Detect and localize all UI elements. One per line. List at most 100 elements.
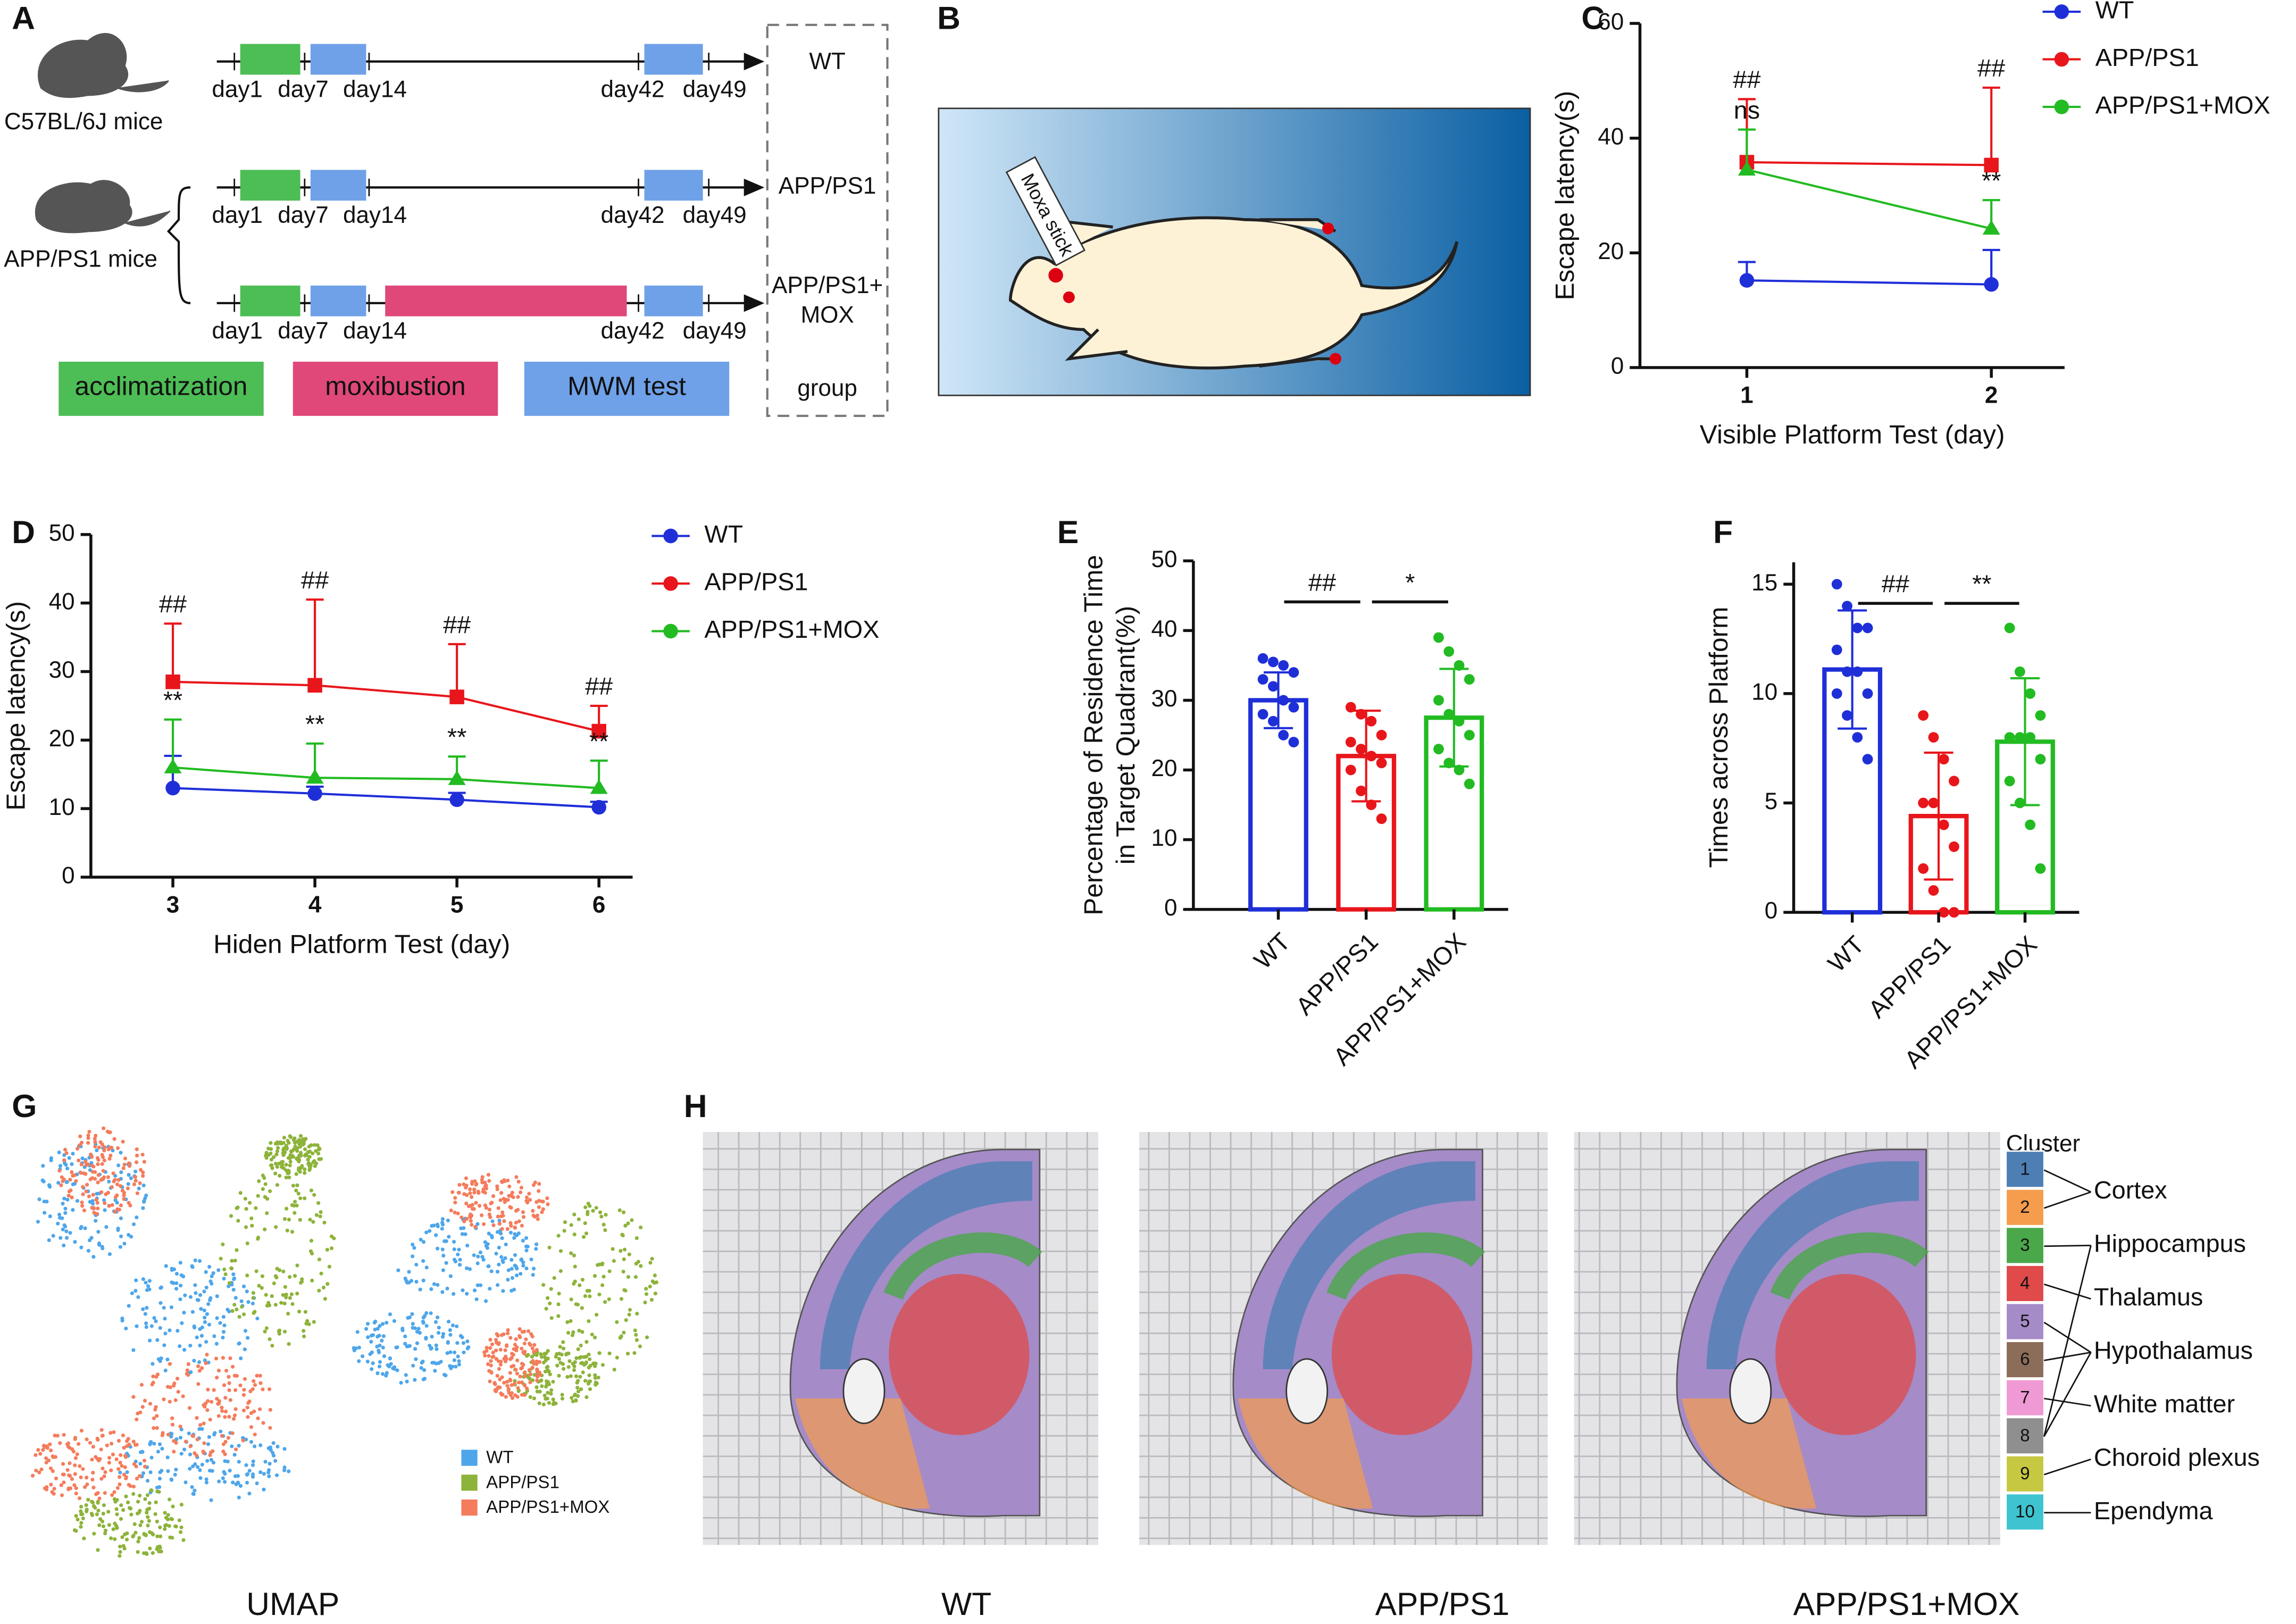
umap-point (282, 1136, 286, 1140)
umap-point (502, 1380, 506, 1385)
umap-point (79, 1162, 84, 1167)
point (2025, 819, 2036, 830)
umap-point (537, 1370, 541, 1375)
umap-point (407, 1315, 412, 1320)
umap-point (171, 1281, 176, 1285)
umap-point (470, 1222, 474, 1227)
umap-point (258, 1381, 263, 1385)
umap-point (220, 1409, 224, 1413)
umap-point (490, 1219, 495, 1223)
umap-point (303, 1171, 307, 1175)
umap-point (546, 1390, 550, 1395)
umap-point (81, 1192, 85, 1196)
day-label: day7 (278, 202, 328, 228)
umap-point (481, 1257, 486, 1262)
umap-point (118, 1554, 122, 1558)
umap-point (97, 1458, 101, 1463)
umap-point (193, 1258, 197, 1262)
umap-point (273, 1161, 278, 1166)
umap-point (232, 1453, 237, 1457)
umap-point (432, 1223, 436, 1228)
umap-point (531, 1267, 536, 1271)
umap-point (513, 1226, 517, 1230)
umap-point (569, 1319, 573, 1323)
umap-point (163, 1527, 167, 1531)
umap-point (231, 1272, 236, 1277)
umap-point (639, 1264, 643, 1268)
umap-point (446, 1319, 451, 1324)
point (1949, 776, 1959, 787)
umap-point (221, 1356, 225, 1360)
umap-point (566, 1365, 571, 1369)
umap-point (73, 1437, 77, 1441)
umap-point (82, 1208, 87, 1213)
umap-point (205, 1352, 209, 1357)
umap-point (562, 1367, 566, 1371)
umap-point (587, 1319, 591, 1323)
umap-point (95, 1512, 99, 1517)
umap-point (428, 1229, 432, 1233)
umap-point (163, 1331, 168, 1336)
umap-point (65, 1197, 70, 1202)
umap-point (579, 1355, 583, 1359)
umap-point (462, 1219, 466, 1223)
umap-point (163, 1523, 168, 1528)
significance-label: * (1405, 569, 1415, 596)
umap-point (284, 1293, 288, 1297)
umap-point (388, 1356, 393, 1360)
umap-point (158, 1525, 162, 1529)
umap-point (624, 1318, 628, 1322)
umap-point (448, 1350, 453, 1354)
umap-point (498, 1362, 503, 1367)
umap-point (304, 1137, 308, 1141)
period (310, 44, 366, 75)
umap-point (57, 1215, 62, 1220)
umap-point (497, 1367, 501, 1371)
legend-label: APP/PS1+MOX (2095, 91, 2270, 119)
umap-point (317, 1257, 322, 1262)
point (1278, 695, 1289, 706)
umap-point (508, 1371, 512, 1375)
umap-point (316, 1151, 321, 1156)
umap-point (44, 1456, 48, 1460)
umap-point (532, 1343, 537, 1347)
umap-point (222, 1383, 227, 1387)
umap-point (375, 1335, 380, 1339)
umap-point (378, 1324, 382, 1328)
umap-point (547, 1245, 552, 1250)
umap-point (541, 1200, 545, 1204)
umap-point (434, 1343, 438, 1347)
umap-point (253, 1444, 257, 1448)
umap-point (422, 1368, 427, 1372)
umap-point (206, 1442, 211, 1446)
y-tick-label: 10 (1151, 825, 1178, 851)
umap-point (288, 1275, 292, 1279)
point (1433, 632, 1444, 643)
umap-point (524, 1337, 528, 1342)
ventricle (1729, 1358, 1772, 1425)
umap-point (570, 1333, 574, 1337)
umap-point (296, 1168, 301, 1172)
umap-point (531, 1183, 536, 1187)
umap-point (126, 1186, 130, 1190)
umap-point (442, 1239, 447, 1243)
umap-point (535, 1389, 539, 1394)
umap-point (399, 1380, 403, 1385)
umap-point (265, 1197, 270, 1201)
umap-point (300, 1141, 304, 1145)
connector (2043, 1245, 2092, 1437)
umap-point (452, 1292, 456, 1296)
umap-point (227, 1309, 231, 1314)
umap-point (293, 1136, 297, 1140)
umap-point (213, 1431, 217, 1435)
cortex (820, 1161, 1033, 1369)
legend-marker (663, 528, 678, 544)
umap-point (122, 1546, 127, 1551)
umap-point (81, 1185, 85, 1189)
umap-point (303, 1310, 307, 1314)
umap-point (132, 1522, 137, 1526)
umap-point (600, 1262, 604, 1267)
umap-point (487, 1179, 491, 1183)
bar (1248, 698, 1308, 912)
umap-point (202, 1403, 206, 1407)
